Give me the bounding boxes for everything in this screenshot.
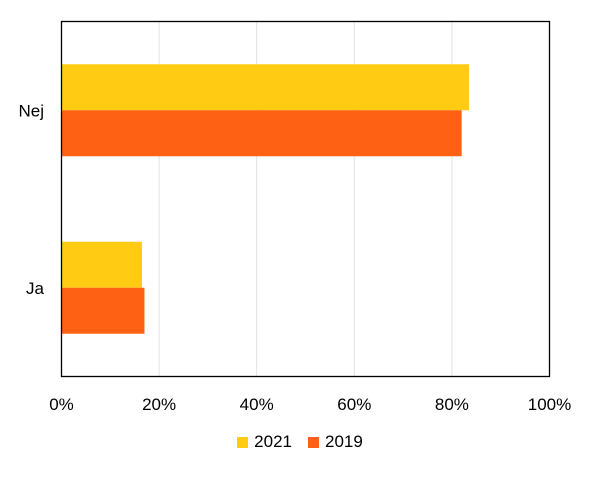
x-tick-label: 40% xyxy=(240,395,274,414)
bar-nej-2021 xyxy=(61,64,469,111)
x-tick-label: 0% xyxy=(49,395,74,414)
y-category-label: Nej xyxy=(18,101,44,120)
plot-frame xyxy=(60,20,551,378)
x-tick-label: 20% xyxy=(142,395,176,414)
bar-nej-2019 xyxy=(61,110,462,157)
legend-label-2019: 2019 xyxy=(325,432,363,451)
legend-swatch-2019 xyxy=(308,436,319,448)
bar-ja-2019 xyxy=(61,287,145,334)
y-category-label: Ja xyxy=(26,279,45,298)
legend-label-2021: 2021 xyxy=(254,432,292,451)
legend: 2021 2019 xyxy=(0,432,600,452)
x-tick-label: 100% xyxy=(528,395,571,414)
x-tick-label: 60% xyxy=(337,395,371,414)
x-tick-label: 80% xyxy=(435,395,469,414)
x-axis-tick-labels: 0% 20% 40% 60% 80% 100% xyxy=(49,395,571,414)
legend-item-2019: 2019 xyxy=(308,432,363,452)
legend-item-2021: 2021 xyxy=(237,432,292,452)
y-axis-category-labels: Nej Ja xyxy=(18,101,44,298)
bars xyxy=(61,64,469,334)
bar-ja-2021 xyxy=(61,241,143,288)
legend-swatch-2021 xyxy=(237,436,249,448)
